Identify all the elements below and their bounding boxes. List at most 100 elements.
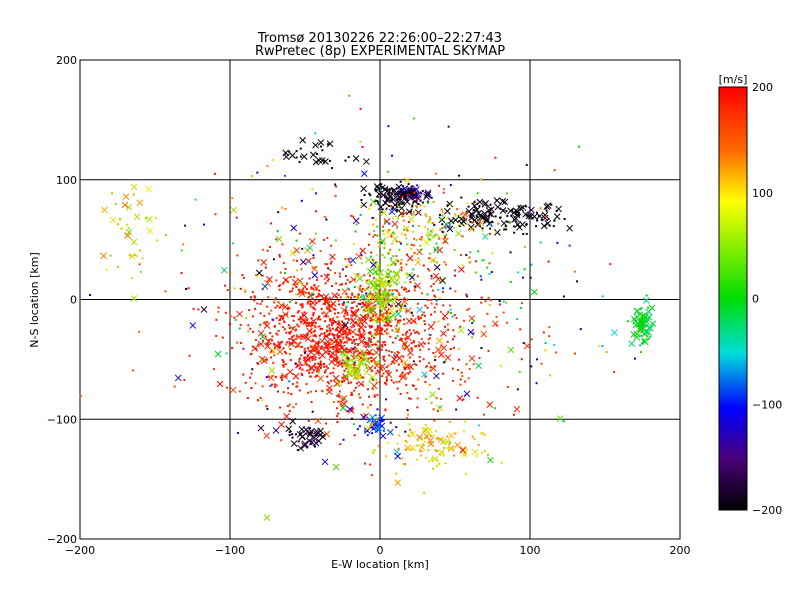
data-point-dot <box>352 243 355 246</box>
data-point-dot <box>272 258 275 261</box>
data-point-cross <box>399 303 406 310</box>
data-point-dot <box>278 322 281 325</box>
data-point-cross <box>301 440 309 448</box>
data-point-dot <box>361 383 364 386</box>
data-point-dot <box>371 432 374 435</box>
data-point-dot <box>626 320 629 323</box>
data-point-dot <box>472 320 475 323</box>
data-point-dot <box>346 301 349 304</box>
data-point-dot <box>356 309 359 312</box>
data-point-dot <box>457 347 460 350</box>
data-point-dot <box>445 217 448 220</box>
data-point-dot <box>375 430 378 433</box>
data-point-cross <box>314 417 322 425</box>
data-point-dot <box>271 383 274 386</box>
data-point-dot <box>383 300 386 303</box>
data-point-dot <box>319 327 322 330</box>
data-point-dot <box>387 313 390 316</box>
data-point-dot <box>329 356 332 359</box>
data-point-cross <box>260 259 268 266</box>
data-point-dot <box>437 320 440 323</box>
data-point-cross <box>433 372 440 380</box>
data-point-dot <box>311 292 314 295</box>
data-point-dot <box>131 277 134 280</box>
data-point-dot <box>421 443 424 446</box>
data-point-cross <box>214 350 222 358</box>
data-point-dot <box>315 153 318 156</box>
data-point-cross <box>432 272 440 280</box>
data-point-dot <box>339 275 342 278</box>
data-point-dot <box>271 335 274 338</box>
data-point-cross <box>438 216 446 224</box>
data-point-dot <box>361 146 364 149</box>
x-tick-label: −200 <box>65 544 95 557</box>
data-point-dot <box>382 307 385 310</box>
data-point-dot <box>360 254 363 257</box>
data-point-dot <box>358 365 361 368</box>
data-point-cross <box>296 277 304 285</box>
data-point-cross <box>362 340 370 348</box>
data-point-cross <box>267 374 275 382</box>
data-point-dot <box>393 302 396 305</box>
data-point-dot <box>489 299 492 302</box>
data-point-dot <box>300 283 303 286</box>
data-point-dot <box>367 339 370 342</box>
data-point-dot <box>439 453 442 456</box>
data-point-dot <box>545 209 548 212</box>
data-point-dot <box>573 270 576 273</box>
data-point-cross <box>174 374 182 382</box>
data-point-dot <box>555 351 558 354</box>
data-point-dot <box>449 204 452 207</box>
data-point-dot <box>346 278 349 281</box>
data-point-cross <box>391 201 399 209</box>
data-point-dot <box>385 321 388 324</box>
data-point-dot <box>412 201 415 204</box>
data-point-dot <box>301 345 304 348</box>
data-point-dot <box>288 300 291 303</box>
data-point-dot <box>553 169 556 172</box>
data-point-cross <box>301 312 308 319</box>
data-point-dot <box>402 201 405 204</box>
data-point-dot <box>407 273 410 276</box>
data-point-dot <box>416 397 419 400</box>
data-point-dot <box>637 312 640 315</box>
data-point-dot <box>280 375 283 378</box>
data-point-cross <box>374 425 382 433</box>
data-point-dot <box>513 231 516 234</box>
data-point-dot <box>376 314 379 317</box>
data-point-dot <box>336 421 339 424</box>
data-point-dot <box>381 344 384 347</box>
data-point-dot <box>388 222 391 225</box>
data-point-dot <box>352 215 355 218</box>
data-point-dot <box>375 254 378 257</box>
data-point-dot <box>464 472 467 475</box>
data-point-dot <box>312 314 315 317</box>
data-point-cross <box>391 235 399 243</box>
data-point-cross <box>437 436 445 444</box>
data-point-dot <box>312 312 315 315</box>
data-point-cross <box>321 458 329 466</box>
data-point-dot <box>348 367 351 370</box>
data-point-dot <box>319 360 322 363</box>
data-point-dot <box>385 370 388 373</box>
data-point-dot <box>453 249 456 252</box>
data-point-dot <box>395 198 398 201</box>
data-point-cross <box>308 238 316 245</box>
data-point-dot <box>318 365 321 368</box>
data-point-dot <box>427 348 430 351</box>
data-point-dot <box>400 232 403 235</box>
data-point-dot <box>325 315 328 318</box>
data-point-dot <box>341 320 344 323</box>
data-point-cross <box>494 203 502 211</box>
data-point-dot <box>423 491 426 494</box>
data-point-dot <box>486 312 489 315</box>
data-point-dot <box>408 290 411 293</box>
data-point-cross <box>383 187 391 195</box>
data-point-dot <box>241 274 244 277</box>
data-point-dot <box>525 223 528 226</box>
data-point-dot <box>336 394 339 397</box>
data-point-dot <box>415 198 418 201</box>
data-point-dot <box>404 342 407 345</box>
data-point-dot <box>457 368 460 371</box>
data-point-dot <box>483 221 486 224</box>
